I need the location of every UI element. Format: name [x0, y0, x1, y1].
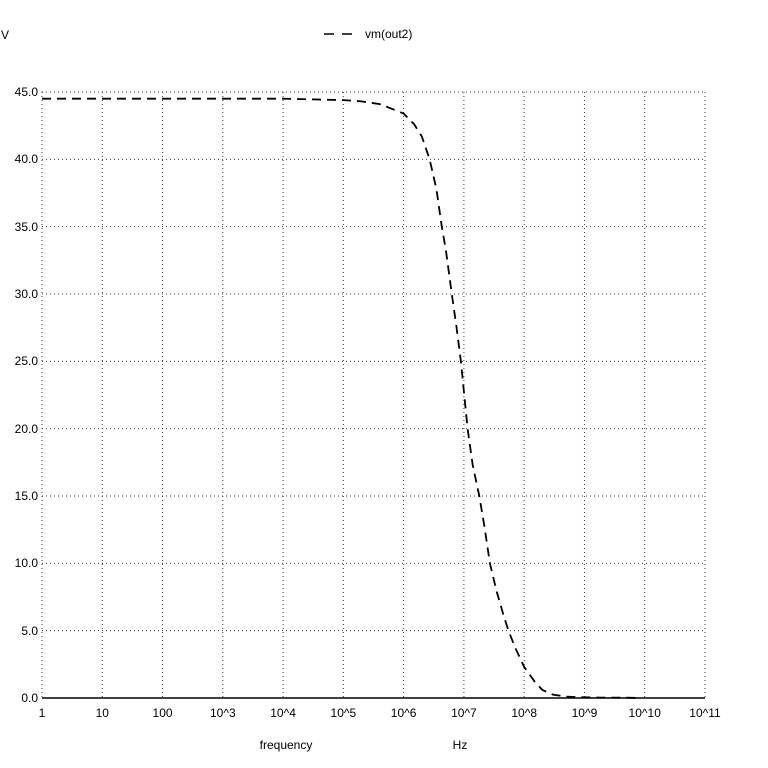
y-tick-label: 5.0 — [21, 623, 38, 638]
x-tick-label: 10^10 — [628, 706, 661, 720]
y-tick-label: 45.0 — [14, 85, 38, 99]
legend: vm(out2) — [323, 27, 412, 41]
y-tick-label: 15.0 — [14, 489, 38, 503]
y-tick-label: 20.0 — [14, 421, 38, 436]
x-axis-label: frequency — [259, 738, 313, 752]
x-tick-label: 10 — [95, 706, 109, 720]
series-trace-vm(out2) — [42, 97, 638, 699]
x-tick-label: 10^7 — [451, 706, 477, 720]
x-axis-unit-label: Hz — [452, 738, 468, 752]
y-tick-label: 25.0 — [14, 354, 38, 369]
y-tick-label: 40.0 — [14, 152, 38, 167]
y-tick-label: 0.0 — [21, 691, 38, 705]
legend-dashed-line-sample — [324, 33, 356, 35]
y-axis-unit-label: V — [1, 28, 10, 42]
x-tick-label: 1 — [38, 706, 46, 720]
x-tick-label: 10^4 — [270, 706, 296, 720]
y-tick-label: 10.0 — [14, 556, 38, 571]
x-tick-label: 10^11 — [689, 706, 721, 720]
legend-series-label: vm(out2) — [365, 27, 413, 41]
x-tick-label: 10^8 — [511, 706, 537, 720]
y-tick-label: 35.0 — [14, 219, 38, 234]
x-tick-label: 100 — [152, 706, 173, 720]
x-tick-label: 10^9 — [571, 706, 598, 720]
y-tick-label: 30.0 — [14, 287, 38, 301]
x-tick-label: 10^3 — [209, 706, 236, 720]
x-tick-label: 10^5 — [330, 706, 357, 720]
x-tick-label: 10^6 — [390, 706, 417, 720]
